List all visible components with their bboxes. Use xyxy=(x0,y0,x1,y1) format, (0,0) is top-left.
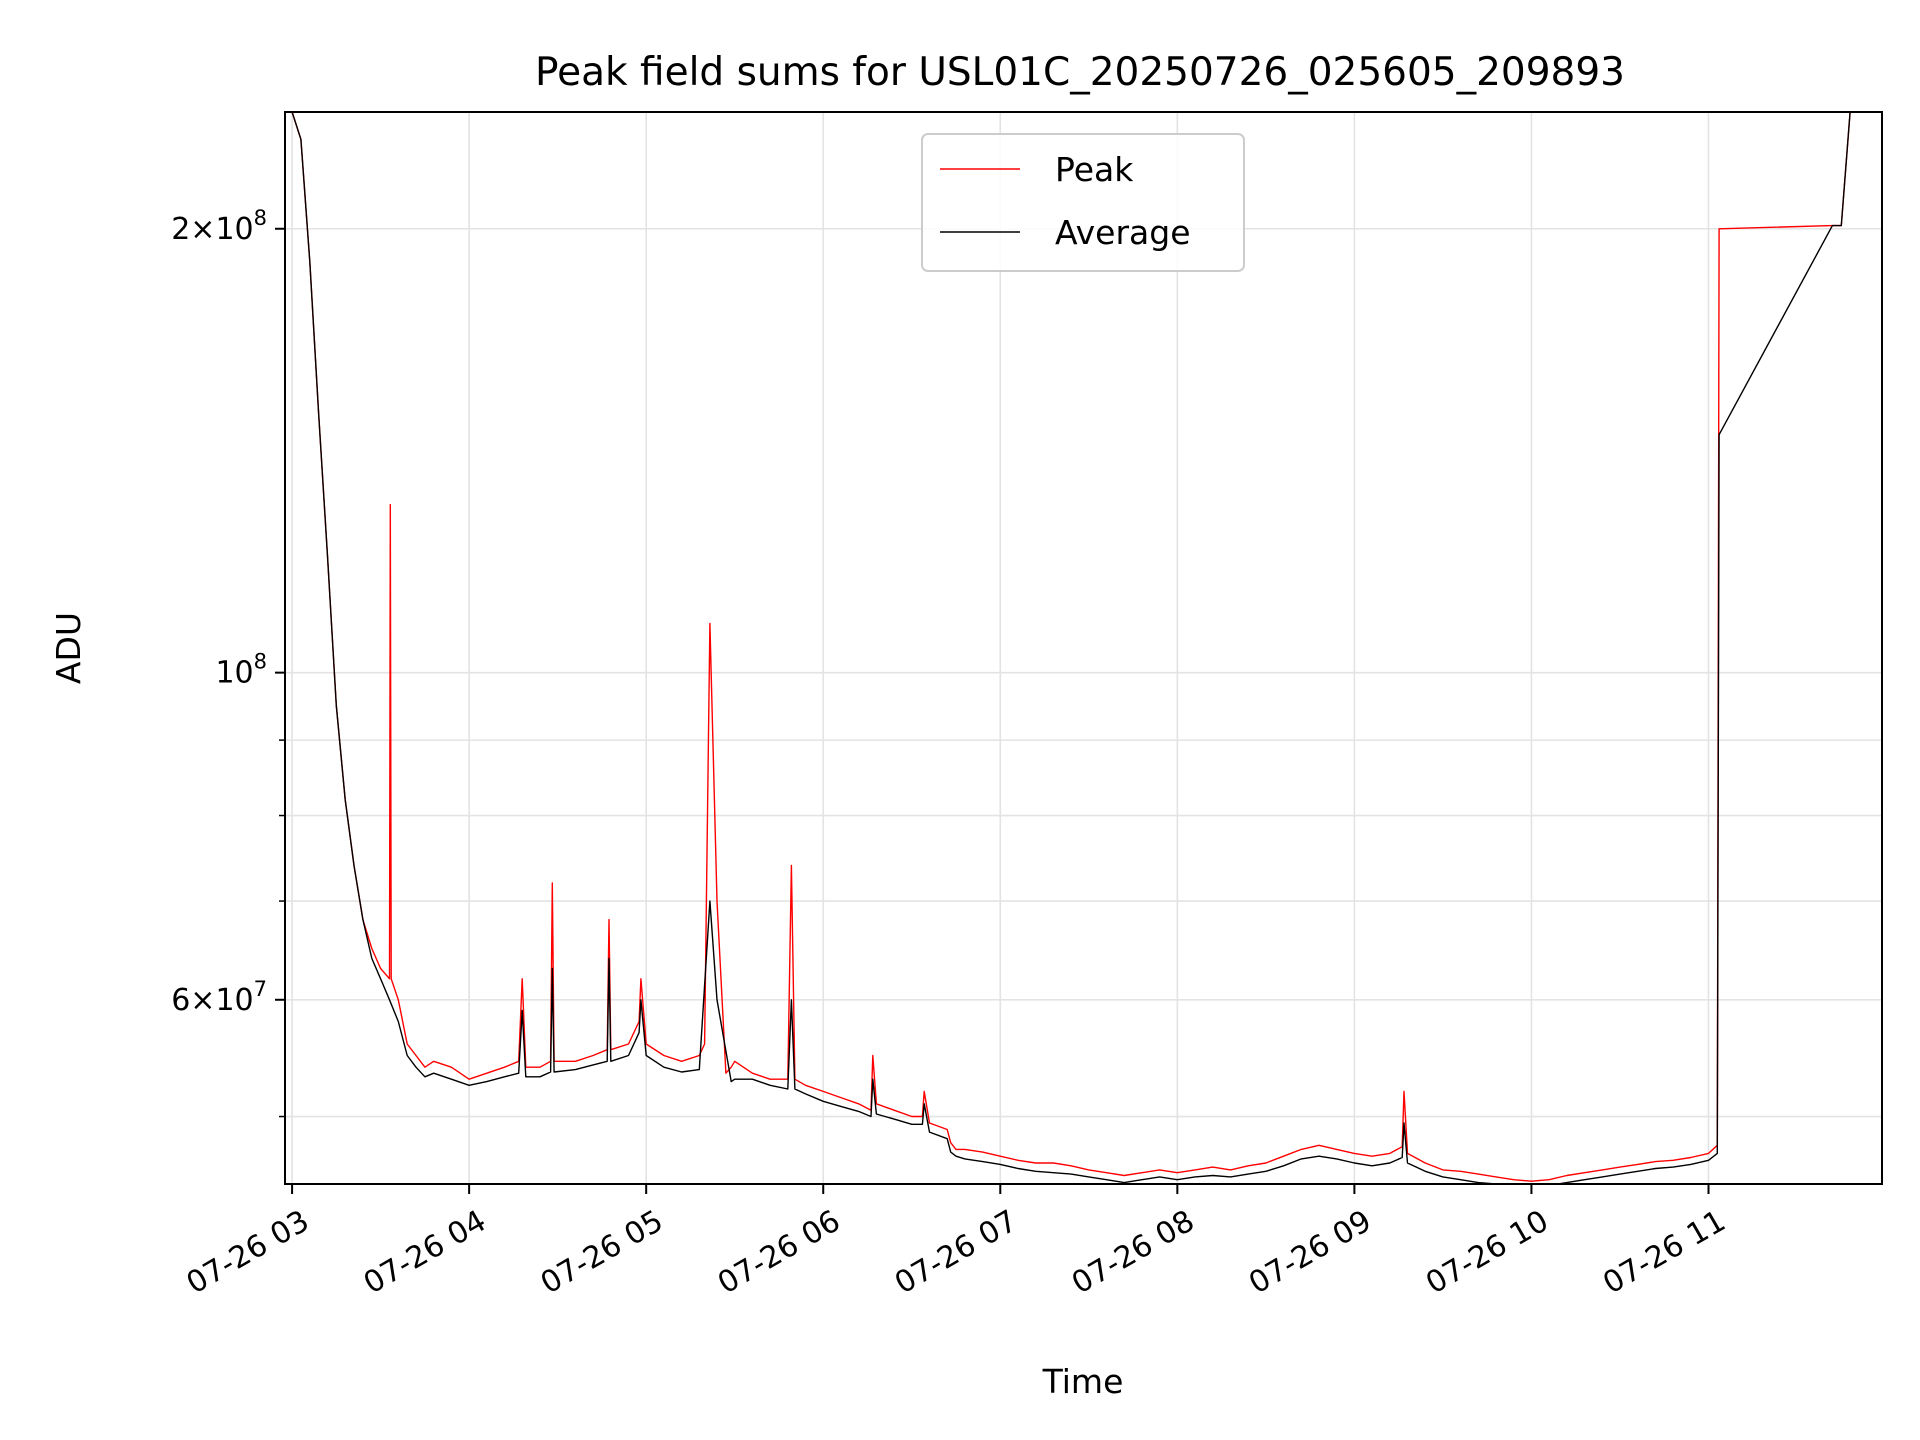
plot-frame xyxy=(284,111,1883,1185)
series-layer xyxy=(291,112,1859,1184)
x-axis-label: Time xyxy=(1042,1362,1124,1401)
series-line-peak xyxy=(291,112,1859,1182)
legend-label-average: Average xyxy=(1055,213,1191,252)
y-axis-label: ADU xyxy=(49,612,88,684)
y-tick-label-exponent: 8 xyxy=(254,206,267,230)
legend: Peak Average xyxy=(921,133,1245,272)
series-line-average xyxy=(291,112,1859,1184)
grid-layer xyxy=(285,112,1882,1184)
y-tick-label-base: 2×10 xyxy=(171,212,253,247)
y-tick-label: 6×107 xyxy=(171,977,267,1018)
y-tick-label-base: 10 xyxy=(215,656,253,691)
y-tick-label-base: 6×10 xyxy=(171,983,253,1018)
legend-label-peak: Peak xyxy=(1055,150,1134,189)
y-tick-label: 2×108 xyxy=(171,206,267,247)
chart-title: Peak field sums for USL01C_20250726_0256… xyxy=(535,50,1625,95)
y-tick-label-exponent: 8 xyxy=(254,650,267,674)
y-tick-label: 108 xyxy=(215,650,267,691)
y-tick-label-exponent: 7 xyxy=(254,977,267,1001)
